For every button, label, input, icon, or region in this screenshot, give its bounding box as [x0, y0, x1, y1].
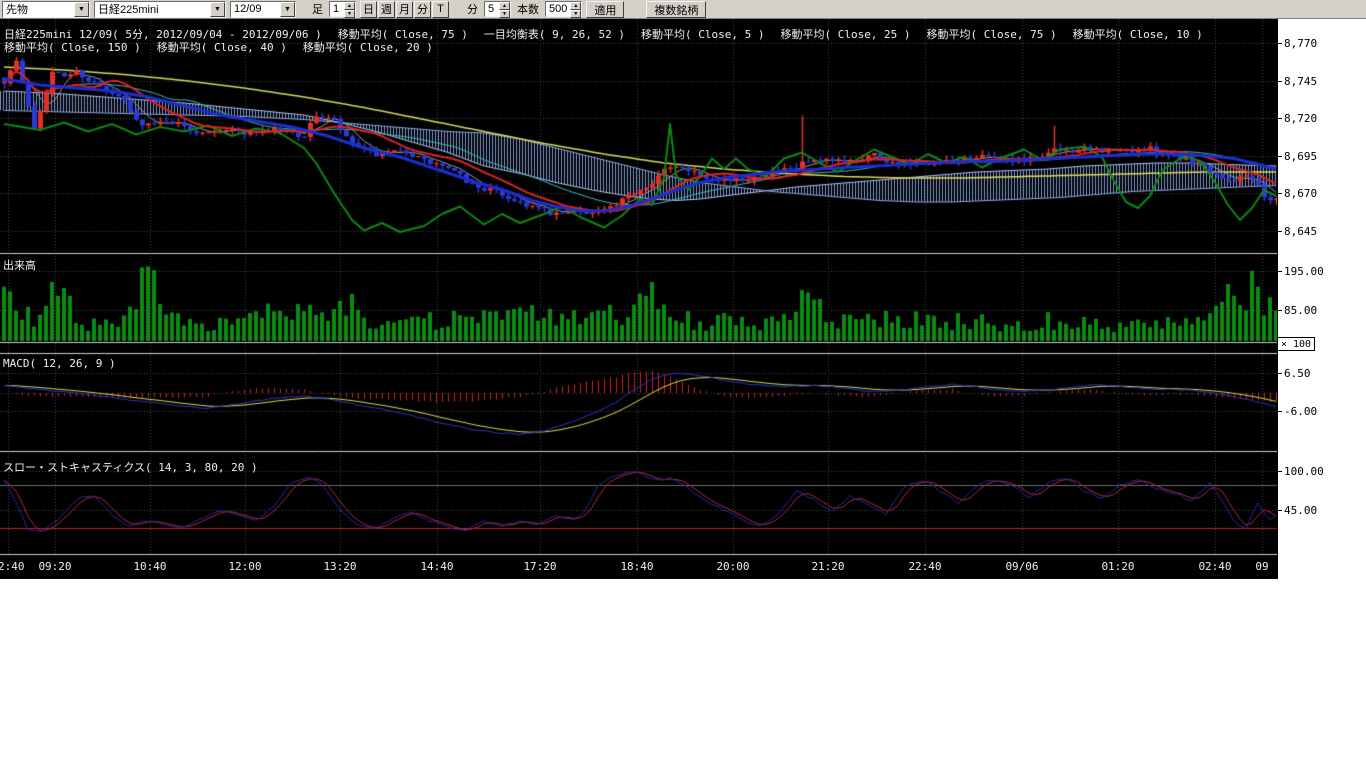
- price-axis-label: 8,670: [1284, 187, 1317, 200]
- minute-input[interactable]: 5 ▲▼: [484, 1, 511, 17]
- contract-month-select[interactable]: 12/09 ▼: [230, 1, 296, 18]
- time-axis-label: 01:20: [1101, 560, 1134, 573]
- indicator-label: 移動平均( Close, 10 ): [1073, 26, 1203, 42]
- stoch-axis-label: 100.00: [1284, 465, 1324, 478]
- indicator-label: 移動平均( Close, 5 ): [641, 26, 764, 42]
- price-axis-label: 8,770: [1284, 37, 1317, 50]
- chart-header-row2: 移動平均( Close, 150 ) 移動平均( Close, 40 ) 移動平均(…: [4, 39, 433, 55]
- time-axis-label: 17:20: [523, 560, 556, 573]
- price-axis-label: 8,695: [1284, 150, 1317, 163]
- instrument-value: 日経225mini: [95, 1, 210, 17]
- indicator-label: 移動平均( Close, 40 ): [157, 39, 287, 55]
- spinner-arrows-icon[interactable]: ▲▼: [344, 2, 355, 16]
- spinner-arrows-icon[interactable]: ▲▼: [499, 2, 510, 16]
- multi-symbol-button[interactable]: 複数銘柄: [646, 1, 706, 18]
- price-axis-label: 8,745: [1284, 75, 1317, 88]
- instrument-type-select[interactable]: 先物 ▼: [2, 1, 90, 18]
- macd-axis-label: -6.00: [1284, 405, 1317, 418]
- dropdown-arrow-icon[interactable]: ▼: [210, 2, 225, 17]
- time-axis-label: 10:40: [133, 560, 166, 573]
- time-axis-label: 14:40: [420, 560, 453, 573]
- time-axis-label: 18:40: [620, 560, 653, 573]
- dropdown-arrow-icon[interactable]: ▼: [280, 2, 295, 17]
- time-axis-label: 13:20: [323, 560, 356, 573]
- bar-count-input[interactable]: 500 ▲▼: [545, 1, 582, 17]
- indicator-label: 移動平均( Close, 150 ): [4, 39, 141, 55]
- period-button-1[interactable]: 週: [378, 1, 395, 18]
- contract-month-value: 12/09: [231, 3, 280, 15]
- bar-type-label: 足: [310, 1, 325, 17]
- interval-value: 1: [330, 2, 344, 16]
- chart-region: 日経225mini 12/09( 5分, 2012/09/04 - 2012/0…: [0, 19, 1366, 579]
- interval-input[interactable]: 1 ▲▼: [329, 1, 356, 17]
- time-axis-label: 22:40: [908, 560, 941, 573]
- macd-panel-label: MACD( 12, 26, 9 ): [3, 357, 116, 370]
- toolbar: 先物 ▼ 日経225mini ▼ 12/09 ▼ 足 1 ▲▼ 日週月分T 分 …: [0, 0, 1366, 19]
- price-axis-label: 8,645: [1284, 225, 1317, 238]
- time-axis-label: 09:20: [38, 560, 71, 573]
- time-axis-label: 02:40: [1198, 560, 1231, 573]
- minute-value: 5: [485, 2, 499, 16]
- time-axis-label: 02:40: [0, 560, 25, 573]
- time-axis-label: 21:20: [811, 560, 844, 573]
- period-button-2[interactable]: 月: [396, 1, 413, 18]
- period-buttons: 日週月分T: [360, 1, 449, 18]
- instrument-type-value: 先物: [3, 1, 74, 17]
- instrument-select[interactable]: 日経225mini ▼: [94, 1, 226, 18]
- empty-area: [0, 579, 1366, 768]
- stoch-axis-label: 45.00: [1284, 504, 1317, 517]
- time-axis: 02:40 09:20 10:40 12:00 13:20 14:40 17:20 18:40…: [0, 560, 1277, 578]
- volume-axis-label: 195.00: [1284, 265, 1324, 278]
- time-axis-label: 20:00: [716, 560, 749, 573]
- apply-button[interactable]: 適用: [586, 1, 624, 18]
- macd-axis-label: 6.50: [1284, 367, 1311, 380]
- volume-multiplier-box: × 100: [1277, 337, 1315, 351]
- indicator-label: 移動平均( Close, 75 ): [927, 26, 1057, 42]
- time-axis-label: 09: [1255, 560, 1268, 573]
- period-button-4[interactable]: T: [432, 1, 449, 18]
- indicator-label: 移動平均( Close, 25 ): [780, 26, 910, 42]
- time-axis-label: 09/06: [1005, 560, 1038, 573]
- time-axis-label: 12:00: [228, 560, 261, 573]
- price-chart-canvas[interactable]: [0, 19, 1277, 579]
- price-axis-strip: 8,770 8,745 8,720 8,695 8,670 8,645 195.00 85.0…: [1277, 19, 1366, 579]
- dropdown-arrow-icon[interactable]: ▼: [74, 2, 89, 17]
- period-button-3[interactable]: 分: [414, 1, 431, 18]
- volume-panel-label: 出来高: [3, 257, 36, 273]
- period-button-0[interactable]: 日: [360, 1, 377, 18]
- stoch-panel-label: スロー・ストキャスティクス( 14, 3, 80, 20 ): [3, 459, 258, 475]
- spinner-arrows-icon[interactable]: ▲▼: [570, 2, 581, 16]
- minute-label: 分: [465, 1, 480, 17]
- indicator-label: 移動平均( Close, 20 ): [303, 39, 433, 55]
- price-axis-label: 8,720: [1284, 112, 1317, 125]
- bar-count-value: 500: [546, 2, 570, 16]
- indicator-label: 一目均衡表( 9, 26, 52 ): [484, 26, 625, 42]
- volume-axis-label: 85.00: [1284, 304, 1317, 317]
- bar-count-label: 本数: [515, 1, 541, 17]
